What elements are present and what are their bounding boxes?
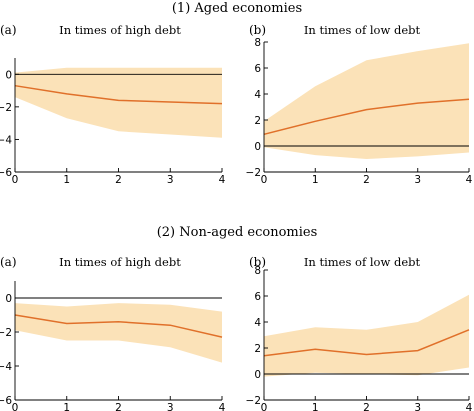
y-tick-label: −2 xyxy=(246,167,261,179)
y-tick-label: 0 xyxy=(5,293,12,305)
x-tick-label: 3 xyxy=(167,402,174,411)
confidence-band xyxy=(264,43,469,159)
panel-non-aged-high-debt: (a) In times of high debt 0 1 2 3 4 −6 −4 −2 0 xyxy=(0,255,226,411)
confidence-band xyxy=(15,67,222,138)
response-line xyxy=(14,84,223,105)
y-tick-label: −6 xyxy=(0,167,12,179)
panel-title: In times of low debt xyxy=(304,255,421,269)
y-tick-label: 6 xyxy=(254,63,261,75)
panel-title: In times of low debt xyxy=(304,23,421,37)
panel-tag: (a) xyxy=(0,23,17,37)
x-tick-label: 2 xyxy=(115,402,122,411)
x-tick-label: 1 xyxy=(63,174,70,186)
y-tick-label: −4 xyxy=(0,361,12,373)
x-tick-label: 1 xyxy=(63,402,70,411)
panel-tag: (b) xyxy=(249,23,266,37)
x-tick-label: 1 xyxy=(312,174,319,186)
y-tick-label: −2 xyxy=(246,395,261,407)
response-line xyxy=(14,314,223,338)
panel-title: In times of high debt xyxy=(59,255,181,269)
y-tick-label: 0 xyxy=(5,69,12,81)
x-tick-label: 0 xyxy=(12,174,19,186)
y-tick-label: −2 xyxy=(0,102,12,114)
response-line xyxy=(263,329,470,357)
x-tick-label: 3 xyxy=(414,174,421,186)
y-tick-label: 8 xyxy=(254,265,261,277)
section-title-aged: (1) Aged economies xyxy=(172,1,302,16)
confidence-band xyxy=(15,303,222,363)
x-tick-label: 3 xyxy=(167,174,174,186)
x-tick-label: 0 xyxy=(261,402,268,411)
x-tick-label: 4 xyxy=(219,402,226,411)
x-tick-label: 0 xyxy=(261,174,268,186)
x-tick-label: 1 xyxy=(312,402,319,411)
y-tick-label: −2 xyxy=(0,327,12,339)
y-tick-label: 4 xyxy=(254,89,261,101)
x-tick-label: 2 xyxy=(363,402,370,411)
panel-title: In times of high debt xyxy=(59,23,181,37)
x-tick-label: 4 xyxy=(466,174,473,186)
y-tick-label: 0 xyxy=(254,141,261,153)
y-tick-label: 2 xyxy=(254,115,261,127)
y-tick-label: 4 xyxy=(254,317,261,329)
y-tick-label: −6 xyxy=(0,395,12,407)
x-tick-label: 2 xyxy=(363,174,370,186)
panel-tag: (a) xyxy=(0,255,17,269)
panel-aged-high-debt: (a) In times of high debt 0 1 2 3 4 −6 −4 −2 0 xyxy=(0,23,226,186)
confidence-band xyxy=(264,294,469,377)
y-tick-label: 2 xyxy=(254,343,261,355)
y-tick-label: 0 xyxy=(254,369,261,381)
x-tick-label: 4 xyxy=(466,402,473,411)
section-title-non-aged: (2) Non-aged economies xyxy=(157,225,318,240)
x-tick-label: 4 xyxy=(219,174,226,186)
response-line xyxy=(263,98,470,136)
x-tick-label: 3 xyxy=(414,402,421,411)
y-tick-label: 8 xyxy=(254,37,261,49)
panel-tag: (b) xyxy=(249,255,266,269)
x-tick-label: 0 xyxy=(12,402,19,411)
y-tick-label: 6 xyxy=(254,291,261,303)
y-tick-label: −4 xyxy=(0,134,12,146)
x-tick-label: 2 xyxy=(115,174,122,186)
